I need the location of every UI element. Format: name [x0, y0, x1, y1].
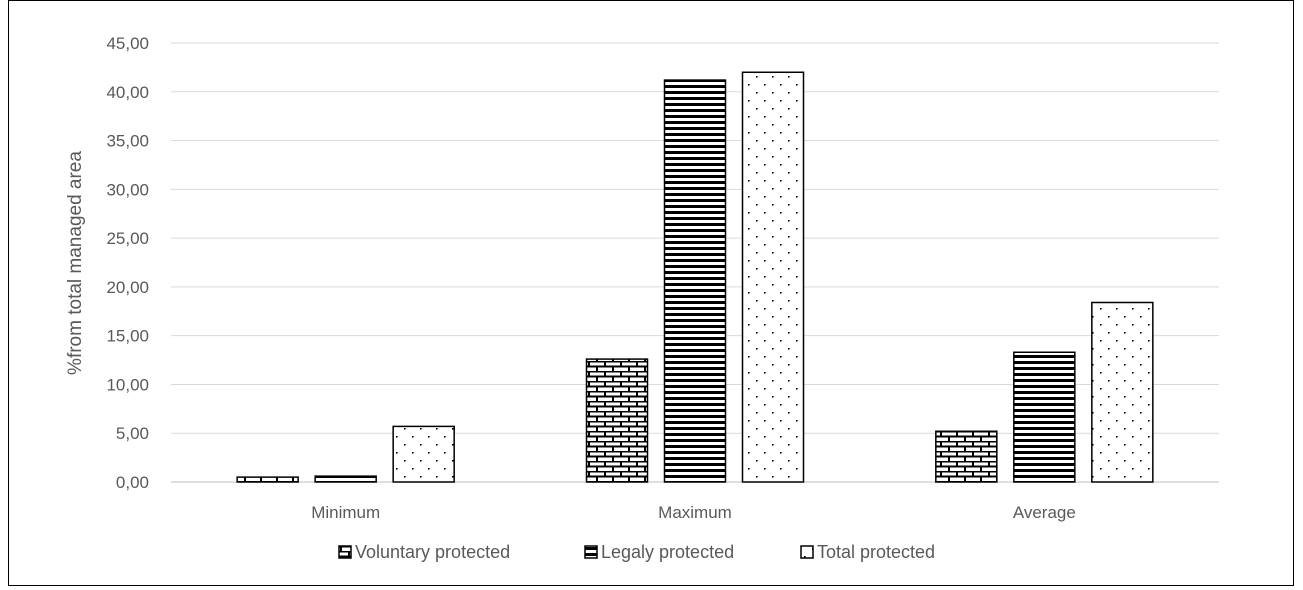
legend-label: Total protected — [817, 542, 935, 562]
legend-swatch — [584, 545, 598, 559]
chart-frame: 0,00 5,00 10,00 15,00 20,00 25,00 30,00 35,00 40… — [8, 0, 1294, 586]
y-tick-label: 15,00 — [106, 327, 149, 346]
y-tick-label: 25,00 — [106, 229, 149, 248]
y-tick-label: 45,00 — [106, 34, 149, 53]
legend-item: Voluntary protected — [338, 542, 510, 562]
x-tick-label: Maximum — [658, 503, 732, 522]
x-tick-label: Minimum — [311, 503, 380, 522]
legend-swatch — [800, 545, 814, 559]
legend-item: Legaly protected — [584, 542, 734, 562]
y-tick-label: 20,00 — [106, 278, 149, 297]
legend-item: Total protected — [800, 542, 935, 562]
bar-dots-maximum — [741, 71, 805, 483]
bar-horizontal-lines-minimum — [314, 475, 377, 483]
y-tick-label: 5,00 — [116, 424, 149, 443]
bar-brick-maximum — [585, 358, 649, 483]
legend-label: Voluntary protected — [355, 542, 510, 562]
y-tick-label: 35,00 — [106, 132, 149, 151]
y-tick-label: 0,00 — [116, 473, 149, 492]
bar-horizontal-lines-average — [1013, 351, 1076, 483]
bar-dots-average — [1091, 301, 1154, 483]
y-tick-label: 30,00 — [106, 180, 149, 199]
bar-brick-minimum — [236, 476, 299, 483]
bar-brick-average — [935, 430, 998, 483]
bar-chart: 0,00 5,00 10,00 15,00 20,00 25,00 30,00 35,00 40… — [65, 34, 1219, 562]
bar-dots-minimum — [392, 425, 455, 483]
y-tick-label: 40,00 — [106, 83, 149, 102]
legend-swatch — [338, 545, 352, 559]
x-tick-label: Average — [1013, 503, 1076, 522]
legend-label: Legaly protected — [601, 542, 734, 562]
y-axis-title: %from total managed area — [65, 151, 86, 375]
y-tick-label: 10,00 — [106, 375, 149, 394]
bar-horizontal-lines-maximum — [663, 79, 727, 483]
